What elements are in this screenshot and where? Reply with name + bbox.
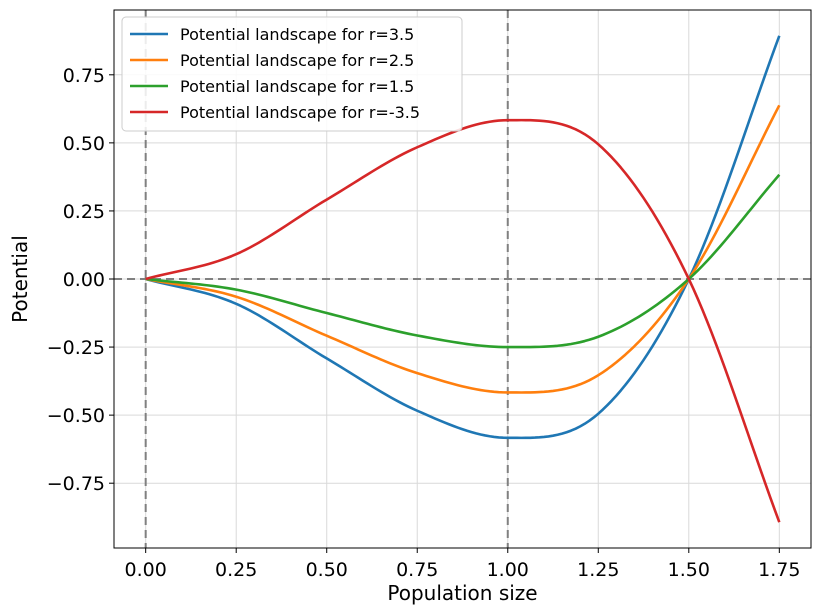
y-tick-label: −0.50 [47,405,105,427]
legend-box [121,16,463,132]
series-line-1 [145,104,781,394]
y-tick-label: 0.00 [63,269,105,291]
x-tick-label: 0.25 [215,559,257,581]
y-axis-title: Potential [8,235,32,323]
y-axis-ticks: 0.75 0.50 0.25 0.00 −0.25 −0.50 −0.75 [47,65,114,495]
legend-label-0: Potential landscape for r=3.5 [180,25,414,44]
x-tick-label: 1.25 [577,559,619,581]
x-axis-title: Population size [387,581,537,605]
reference-lines [114,10,811,548]
series-line-2 [145,173,781,349]
x-tick-label: 1.75 [758,559,800,581]
x-tick-label: 1.50 [668,559,710,581]
legend-label-3: Potential landscape for r=-3.5 [180,103,420,122]
x-tick-label: 1.00 [487,559,529,581]
legend-label-1: Potential landscape for r=2.5 [180,51,414,70]
legend-label-2: Potential landscape for r=1.5 [180,77,414,96]
x-tick-label: 0.00 [125,559,167,581]
y-tick-label: 0.50 [63,133,105,155]
x-tick-label: 0.50 [306,559,348,581]
series-lines [145,35,781,523]
x-tick-label: 0.75 [396,559,438,581]
y-tick-label: −0.25 [47,337,105,359]
series-line-0 [145,35,781,440]
y-tick-label: −0.75 [47,473,105,495]
y-tick-label: 0.25 [63,201,105,223]
y-tick-label: 0.75 [63,65,105,87]
legend: Potential landscape for r=3.5 Potential l… [121,16,463,132]
series-line-3 [145,118,781,523]
x-axis-ticks: 0.00 0.25 0.50 0.75 1.00 1.25 1.50 1.75 [125,548,800,581]
